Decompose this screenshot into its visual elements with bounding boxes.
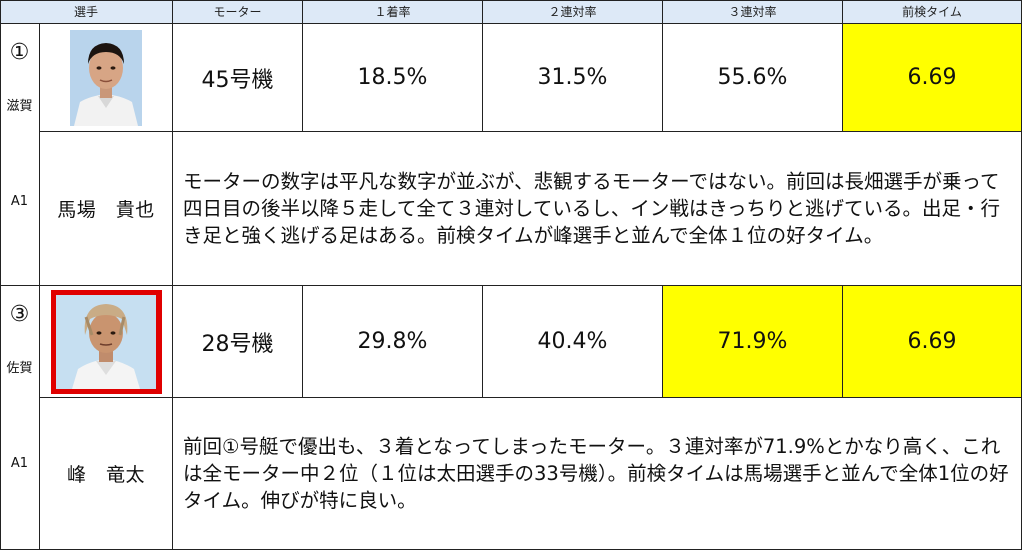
racer-2-side: ③ 佐賀 A1 [0,286,40,550]
header-player: 選手 [0,0,173,24]
racer-2-time: 6.69 [843,286,1022,398]
racer-2-rate3: 71.9% [663,286,843,398]
racer-2-number: ③ [9,302,30,327]
racer-1-number: ① [9,40,30,65]
racer-2-class: A1 [10,456,29,471]
racer-2-rate1: 29.8% [303,286,483,398]
racer-2-portrait [56,294,156,389]
racer-1-rate1: 18.5% [303,24,483,132]
racer-2-motor: 28号機 [173,286,303,398]
racer-1-rate2: 31.5% [483,24,663,132]
racer-1-time: 6.69 [843,24,1022,132]
racer-1-comment: モーターの数字は平凡な数字が並ぶが、悲観するモーターではない。前回は長畑選手が乗… [173,132,1022,286]
header-motor: モーター [173,0,303,24]
racer-1-portrait [70,29,142,126]
racer-2-region: 佐賀 [6,361,33,376]
racer-2-photo-cell [40,286,173,398]
racer-1-rate3: 55.6% [663,24,843,132]
racer-2-photo-frame [50,289,162,394]
racer-2-name: 峰 竜太 [40,398,173,550]
racer-1-motor: 45号機 [173,24,303,132]
racer-1-photo-cell [40,24,173,132]
racer-1-class: A1 [10,194,29,209]
header-rate2: ２連対率 [483,0,663,24]
header-time: 前検タイム [843,0,1022,24]
racer-1-side: ① 滋賀 A1 [0,24,40,286]
racer-2-rate2: 40.4% [483,286,663,398]
header-rate1: １着率 [303,0,483,24]
header-rate3: ３連対率 [663,0,843,24]
racer-1-name: 馬場 貴也 [40,132,173,286]
racer-1-region: 滋賀 [6,99,33,114]
racer-2-comment: 前回①号艇で優出も、３着となってしまったモーター。３連対率が71.9%とかなり高… [173,398,1022,550]
